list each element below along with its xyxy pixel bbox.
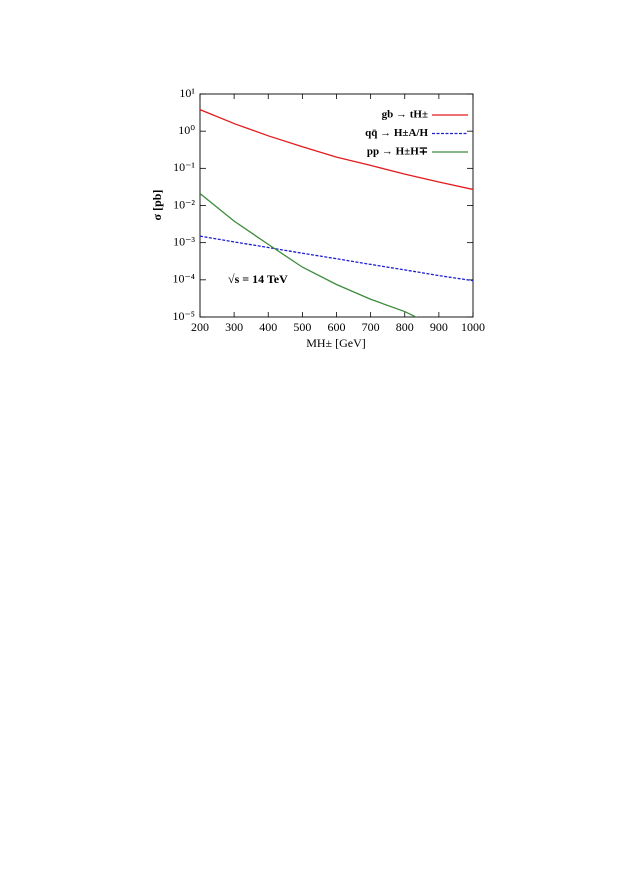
y-tick-label: 10⁻¹ (173, 160, 195, 174)
y-tick-label: 10⁻² (173, 197, 195, 211)
x-tick-label: 700 (362, 320, 380, 334)
y-tick-label: 10⁻³ (173, 234, 195, 248)
y-tick-label: 10⁻⁵ (172, 309, 195, 323)
y-tick-label: 10⁰ (178, 123, 195, 137)
series-line (200, 109, 473, 191)
legend-label: gb → tH± (382, 109, 428, 121)
legend-label: qq̄ → H±A/H (365, 127, 428, 139)
x-tick-label: 300 (225, 320, 243, 334)
x-tick-label: 400 (259, 320, 277, 334)
legend-label: pp → H±H∓ (367, 146, 428, 158)
x-tick-label: 500 (293, 320, 311, 334)
y-tick-label: 10⁻⁴ (172, 272, 195, 286)
annotation: √s = 14 TeV (228, 272, 288, 286)
x-tick-label: 800 (396, 320, 414, 334)
x-tick-label: 200 (191, 320, 209, 334)
x-tick-label: 1000 (461, 320, 485, 334)
x-axis-label: MH± [GeV] (306, 336, 366, 350)
y-tick-label: 10¹ (179, 86, 195, 100)
series-line (200, 235, 473, 282)
x-tick-label: 600 (328, 320, 346, 334)
y-axis-label: σ [pb] (150, 190, 164, 221)
x-tick-label: 900 (430, 320, 448, 334)
series-line (200, 193, 418, 317)
